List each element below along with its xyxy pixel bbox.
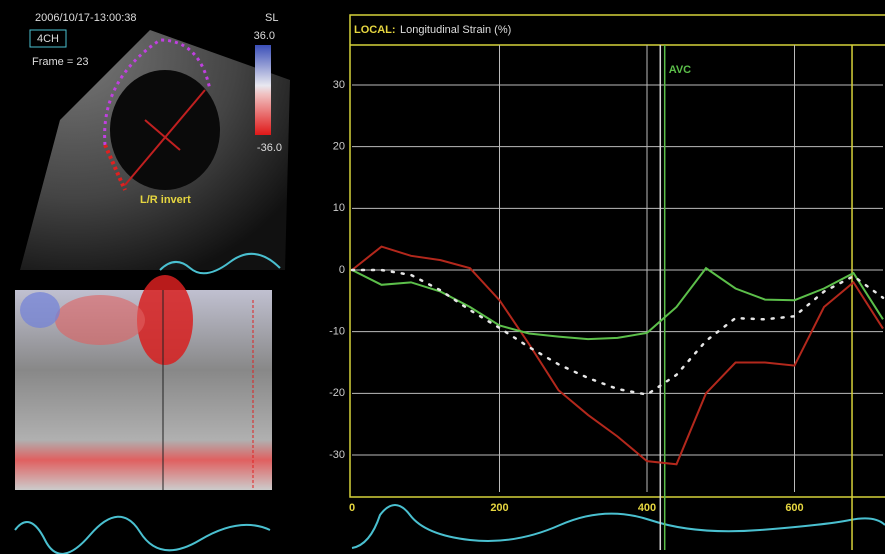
scale-name: SL bbox=[265, 12, 278, 24]
y-tick-label: -20 bbox=[329, 387, 345, 399]
x-tick-label: 200 bbox=[490, 502, 508, 514]
series-line bbox=[352, 268, 883, 339]
timestamp: 2006/10/17-13:00:38 bbox=[35, 12, 137, 24]
scale-max: 36.0 bbox=[254, 30, 275, 42]
view-label: 4CH bbox=[37, 33, 59, 45]
series-line bbox=[352, 247, 883, 465]
y-tick-label: 30 bbox=[333, 79, 345, 91]
chart-subtitle: Longitudinal Strain (%) bbox=[400, 24, 511, 36]
chart-title: LOCAL: bbox=[354, 24, 396, 36]
frame-label: Frame = 23 bbox=[32, 56, 89, 68]
ecg-trace bbox=[352, 505, 885, 548]
x-tick-label: 400 bbox=[638, 502, 656, 514]
strain-chart: LOCAL: Longitudinal Strain (%) bbox=[350, 15, 885, 548]
echo-note: L/R invert bbox=[140, 194, 191, 206]
x-tick-label: 600 bbox=[785, 502, 803, 514]
y-tick-label: -30 bbox=[329, 449, 345, 461]
screen: 2006/10/17-13:00:38 4CH Frame = 23 SL 36… bbox=[0, 0, 885, 554]
y-tick-label: 0 bbox=[339, 264, 345, 276]
y-tick-label: 10 bbox=[333, 202, 345, 214]
y-tick-label: 20 bbox=[333, 141, 345, 153]
scale-min: -36.0 bbox=[257, 142, 282, 154]
x-tick-label: 0 bbox=[349, 502, 355, 514]
m-mode-panel bbox=[15, 275, 272, 554]
y-tick-label: -10 bbox=[329, 326, 345, 338]
marker-label: AVC bbox=[669, 64, 691, 76]
